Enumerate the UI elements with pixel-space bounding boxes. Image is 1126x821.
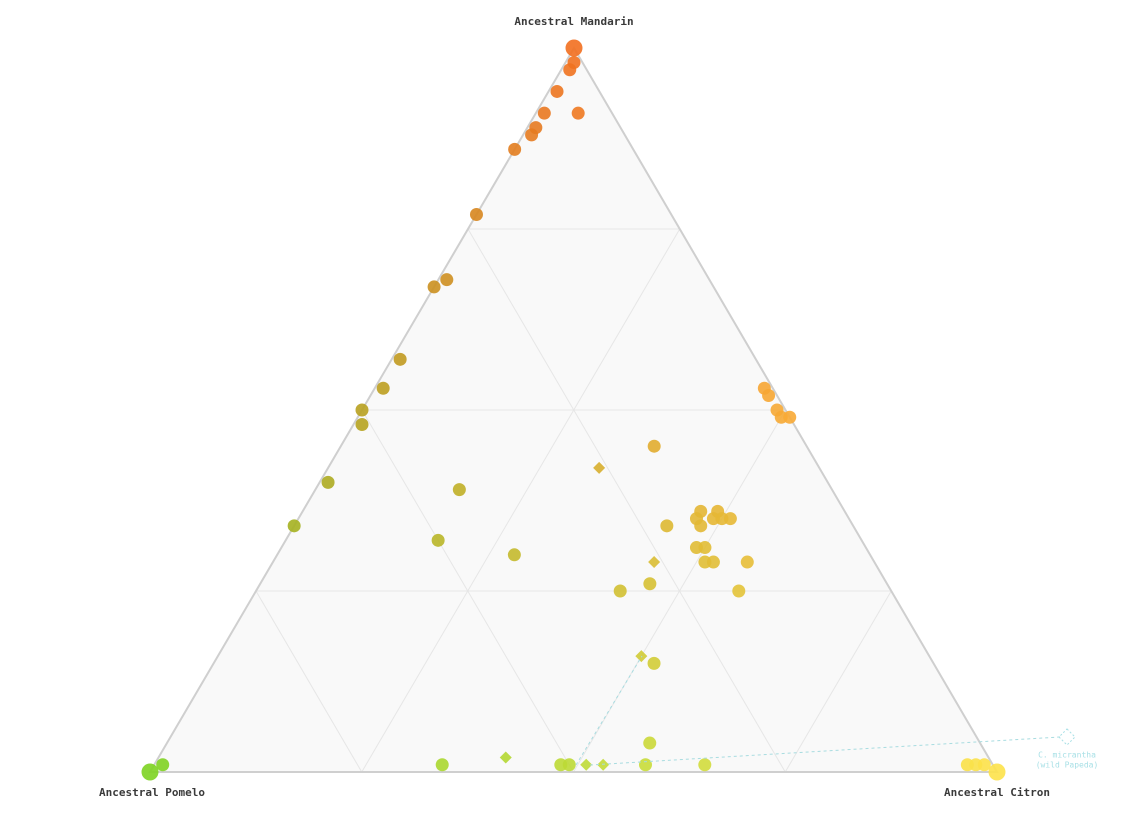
grid-line: [361, 228, 681, 773]
data-point: [355, 417, 369, 431]
data-point: [740, 555, 754, 569]
data-point: [732, 584, 746, 598]
data-point: [550, 84, 564, 98]
data-point: [563, 63, 577, 77]
annotation-link: [589, 736, 1061, 766]
data-point: [643, 736, 657, 750]
annotation-subtext: (wild Papeda): [1036, 761, 1099, 770]
annotation-marker: [1058, 728, 1076, 746]
annotation-text: C. micrantha: [1038, 751, 1096, 760]
data-point: [287, 519, 301, 533]
data-point: [440, 273, 454, 287]
data-point: [431, 533, 445, 547]
data-point: [469, 208, 483, 222]
data-point: [508, 142, 522, 156]
data-point: [427, 280, 441, 294]
data-point: [643, 577, 657, 591]
data-point: [435, 758, 449, 772]
data-point: [499, 751, 512, 764]
data-point: [988, 763, 1006, 781]
axis-label: Ancestral Citron: [944, 786, 1050, 799]
data-point: [141, 763, 159, 781]
data-point: [355, 403, 369, 417]
data-point: [554, 758, 568, 772]
data-point: [648, 556, 661, 569]
data-point: [537, 106, 551, 120]
plot: [141, 39, 1006, 781]
grid-line: [255, 590, 363, 773]
data-point: [647, 656, 661, 670]
annotation-links: [575, 655, 1076, 766]
data-point: [321, 475, 335, 489]
data-point: [376, 381, 390, 395]
data-point: [597, 758, 610, 771]
data-point: [525, 128, 539, 142]
axis-label: Ancestral Mandarin: [514, 15, 633, 28]
data-point: [580, 758, 593, 771]
grid-line: [361, 409, 574, 773]
data-point: [694, 519, 708, 533]
data-point: [507, 548, 521, 562]
data-point: [156, 758, 170, 772]
data-point: [706, 555, 720, 569]
data-point: [647, 439, 661, 453]
data-point: [783, 410, 797, 424]
axis-label: Ancestral Pomelo: [99, 786, 205, 799]
grid-line: [784, 590, 892, 773]
data-point: [660, 519, 674, 533]
data-point: [698, 758, 712, 772]
data-point: [593, 461, 606, 474]
grid-line: [467, 228, 786, 773]
data-point: [565, 39, 583, 57]
data-point: [977, 758, 991, 772]
data-point: [452, 483, 466, 497]
data-point: [571, 106, 585, 120]
data-point: [698, 541, 712, 555]
data-point: [613, 584, 627, 598]
data-point: [393, 352, 407, 366]
data-point: [723, 512, 737, 526]
data-point: [762, 389, 776, 403]
data-point: [639, 758, 652, 772]
